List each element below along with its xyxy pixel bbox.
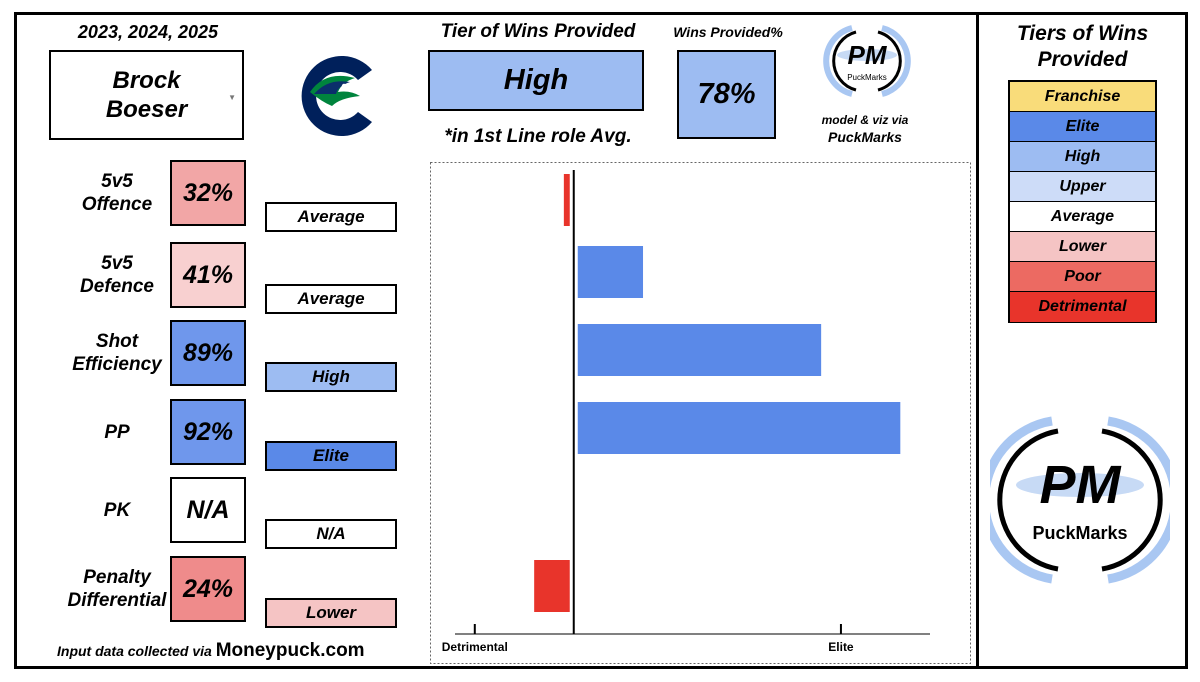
- chart-bar: [534, 560, 570, 612]
- metric-label-line: Efficiency: [72, 354, 162, 375]
- metric-label-line: PP: [104, 421, 130, 443]
- legend-item: Elite: [1010, 112, 1155, 142]
- credit-line-1: model & viz via: [821, 113, 909, 127]
- legend-item: Franchise: [1010, 82, 1155, 112]
- metric-label: PP: [37, 421, 197, 444]
- player-select[interactable]: Brock Boeser ▼: [49, 50, 244, 140]
- tier-legend: Franchise Elite High Upper Average Lower Poor D…: [1008, 80, 1157, 323]
- metric-label: PK: [37, 499, 197, 522]
- legend-item: Poor: [1010, 262, 1155, 292]
- wins-chart: Detrimental Elite: [430, 162, 971, 664]
- legend-title: Tiers of Wins Provided: [1016, 22, 1149, 71]
- metric-label-line: 5v5: [101, 253, 133, 274]
- chart-bar: [563, 174, 570, 226]
- metric-tier: Average: [265, 202, 397, 232]
- legend-item: High: [1010, 142, 1155, 172]
- metric-label: 5v5 Defence: [37, 252, 197, 298]
- chart-tick-label: Detrimental: [442, 640, 508, 654]
- brand-name-small: PuckMarks: [847, 73, 887, 82]
- metric-label: Penalty Differential: [37, 566, 197, 612]
- chart-bar: [577, 402, 901, 454]
- metric-label: Shot Efficiency: [37, 330, 197, 376]
- chart-tick-label: Elite: [828, 640, 854, 654]
- metric-percentile: 92%: [170, 399, 246, 465]
- wins-value-box: 78%: [677, 50, 776, 139]
- player-name: Brock Boeser: [105, 67, 188, 123]
- puckmarks-logo-small-icon: PM PuckMarks: [823, 25, 911, 97]
- legend-divider: [976, 12, 979, 669]
- metric-label-line: PK: [103, 499, 131, 521]
- chart-bar: [577, 324, 822, 376]
- metric-tier: Lower: [265, 598, 397, 628]
- brand-initials-large: PM: [1040, 455, 1122, 515]
- metric-label-line: Differential: [67, 590, 167, 611]
- chart-bar: [577, 246, 644, 298]
- metric-percentile: 32%: [170, 160, 246, 226]
- legend-item: Detrimental: [1010, 292, 1155, 322]
- dashboard-frame: [14, 12, 1188, 669]
- metric-label-line: Shot: [95, 331, 139, 352]
- footer-prefix: Input data collected via: [57, 643, 216, 659]
- metric-percentile: N/A: [170, 477, 246, 543]
- metric-percentile: 24%: [170, 556, 246, 622]
- team-logo-icon: [301, 56, 372, 136]
- legend-item: Lower: [1010, 232, 1155, 262]
- tier-value-box: High: [428, 50, 644, 111]
- brand-name-large: PuckMarks: [1032, 523, 1127, 543]
- chevron-down-icon: ▼: [228, 93, 236, 102]
- metric-label-line: Offence: [81, 194, 153, 215]
- tier-title: Tier of Wins Provided: [440, 21, 636, 42]
- metric-percentile: 41%: [170, 242, 246, 308]
- metric-tier: Average: [265, 284, 397, 314]
- credit-line-2: PuckMarks: [828, 129, 902, 145]
- metric-label-line: Penalty: [83, 567, 151, 588]
- role-note: *in 1st Line role Avg.: [444, 126, 632, 147]
- footer-credit: Input data collected via Moneypuck.com: [57, 640, 407, 662]
- metric-percentile: 89%: [170, 320, 246, 386]
- metric-tier: High: [265, 362, 397, 392]
- puckmarks-logo-large-icon: PM PuckMarks: [990, 416, 1170, 584]
- metric-tier: N/A: [265, 519, 397, 549]
- seasons-label: 2023, 2024, 2025: [77, 21, 219, 42]
- metric-tier: Elite: [265, 441, 397, 471]
- metric-label: 5v5 Offence: [37, 170, 197, 216]
- metric-label-line: Defence: [80, 276, 154, 297]
- brand-initials-small: PM: [848, 40, 888, 70]
- footer-source[interactable]: Moneypuck.com: [215, 640, 365, 661]
- wins-title: Wins Provided%: [673, 24, 783, 40]
- legend-item: Average: [1010, 202, 1155, 232]
- legend-item: Upper: [1010, 172, 1155, 202]
- metric-label-line: 5v5: [101, 171, 133, 192]
